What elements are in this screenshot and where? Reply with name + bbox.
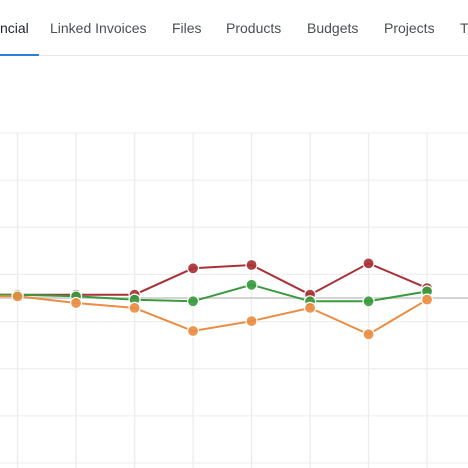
data-point xyxy=(69,296,83,310)
data-point xyxy=(245,278,258,291)
tab-label: Linked Invoices xyxy=(50,20,147,36)
tab-financial[interactable]: ncial xyxy=(0,0,29,56)
tab-label: Projects xyxy=(384,20,435,36)
tab-bar: ncial Linked Invoices Files Products Bud… xyxy=(0,0,468,56)
tab-label: ncial xyxy=(0,20,29,36)
tab-label: T xyxy=(460,20,468,36)
line-chart xyxy=(0,132,468,468)
tab-label: Budgets xyxy=(307,20,359,36)
tab-label: Files xyxy=(172,20,202,36)
data-point xyxy=(362,328,375,341)
tab-products[interactable]: Products xyxy=(226,0,281,56)
data-point xyxy=(186,295,200,308)
data-point xyxy=(128,301,141,314)
data-point xyxy=(11,290,24,303)
data-point xyxy=(245,315,258,328)
series-line xyxy=(0,262,428,296)
tab-projects[interactable]: Projects xyxy=(384,0,435,56)
data-point xyxy=(362,295,375,308)
data-point xyxy=(186,262,200,275)
data-point xyxy=(186,324,200,338)
data-point xyxy=(245,258,258,272)
data-point xyxy=(362,257,375,270)
data-point xyxy=(303,301,317,314)
data-point xyxy=(420,293,434,306)
tab-linked-invoices[interactable]: Linked Invoices xyxy=(50,0,147,56)
active-tab-indicator xyxy=(0,54,39,56)
tab-budgets[interactable]: Budgets xyxy=(307,0,358,56)
tab-more[interactable]: T xyxy=(460,0,468,56)
tab-files[interactable]: Files xyxy=(172,0,202,56)
chart-area xyxy=(0,57,468,468)
tab-label: Products xyxy=(226,20,282,36)
